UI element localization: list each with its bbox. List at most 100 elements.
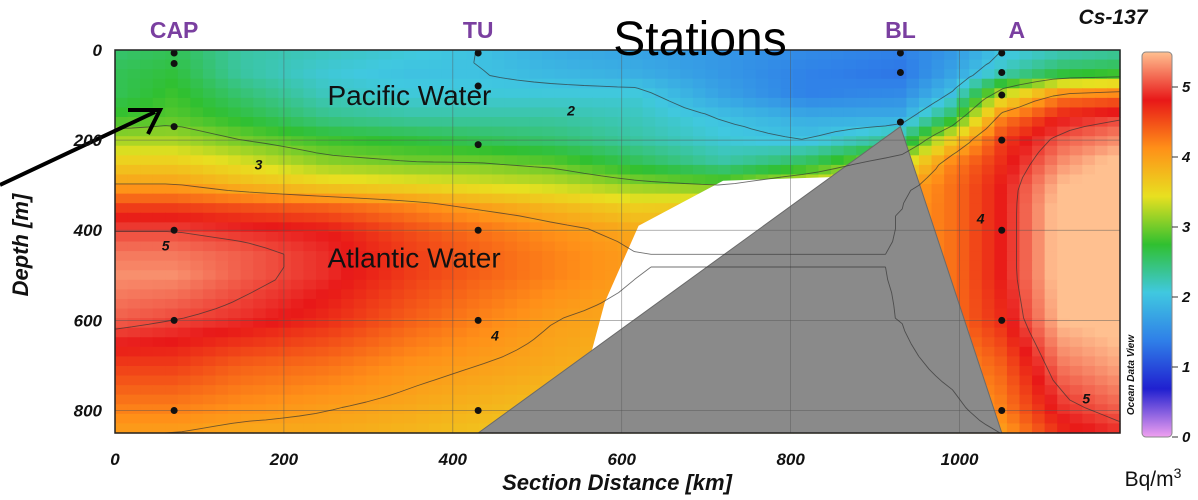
heat-cell xyxy=(1069,327,1083,338)
heat-cell xyxy=(793,50,807,61)
heat-cell xyxy=(278,50,292,61)
heat-cell xyxy=(994,78,1008,89)
heat-cell xyxy=(655,164,669,176)
heat-cell xyxy=(278,174,292,185)
heat-cell xyxy=(931,107,945,118)
heat-cell xyxy=(240,126,254,137)
heat-cell xyxy=(579,136,593,147)
heat-cell xyxy=(240,155,254,166)
heat-cell xyxy=(303,356,317,367)
heat-cell xyxy=(642,97,656,109)
heat-cell xyxy=(705,164,719,176)
heat-cell xyxy=(391,394,405,405)
heat-cell xyxy=(366,97,380,109)
heat-cell xyxy=(466,241,480,252)
heat-cell xyxy=(152,88,166,99)
heat-cell xyxy=(554,308,568,319)
heat-cell xyxy=(1082,184,1096,195)
heat-cell xyxy=(1107,136,1121,147)
heat-cell xyxy=(1082,50,1096,61)
heat-cell xyxy=(177,298,191,310)
heat-cell xyxy=(403,88,418,99)
heat-cell xyxy=(316,356,330,367)
heat-cell xyxy=(843,136,857,147)
heat-cell xyxy=(1069,385,1083,396)
heat-cell xyxy=(617,184,631,195)
heat-cell xyxy=(228,404,242,415)
heat-cell xyxy=(969,107,983,118)
heat-cell xyxy=(278,222,292,233)
heat-cell xyxy=(115,308,129,319)
heat-cell xyxy=(416,164,430,176)
heat-cell xyxy=(554,50,568,61)
heat-cell xyxy=(127,251,141,262)
heat-cell xyxy=(316,174,330,185)
heat-cell xyxy=(1107,404,1121,415)
heat-cell xyxy=(1082,327,1096,338)
heat-cell xyxy=(127,222,141,233)
heat-cell xyxy=(1032,193,1046,204)
heat-cell xyxy=(215,251,229,262)
heat-cell xyxy=(215,270,229,281)
heat-cell xyxy=(567,346,581,357)
heat-cell xyxy=(743,59,757,70)
heat-cell xyxy=(793,126,807,137)
heat-cell xyxy=(341,327,355,338)
heat-cell xyxy=(592,251,606,262)
heat-cell xyxy=(1094,193,1109,204)
heat-cell xyxy=(127,174,141,185)
heat-cell xyxy=(981,155,995,166)
heat-cell xyxy=(491,97,506,109)
heat-cell xyxy=(303,136,317,147)
heat-cell xyxy=(479,174,493,185)
heat-cell xyxy=(843,78,857,89)
heat-cell xyxy=(278,97,292,109)
heat-cell xyxy=(529,356,543,367)
heat-cell xyxy=(579,212,593,223)
heat-cell xyxy=(366,145,380,156)
heat-cell xyxy=(1019,260,1033,271)
heat-cell xyxy=(592,126,606,137)
heat-cell xyxy=(780,59,794,70)
heat-cell xyxy=(994,212,1008,223)
heat-cell xyxy=(391,356,405,367)
heat-cell xyxy=(856,69,870,80)
heat-cell xyxy=(1019,126,1033,137)
heat-cell xyxy=(1082,136,1096,147)
heat-cell xyxy=(403,423,418,434)
heat-cell xyxy=(466,231,480,243)
heat-cell xyxy=(341,155,355,166)
heat-cell xyxy=(416,203,430,214)
heat-cell xyxy=(152,126,166,137)
heat-cell xyxy=(504,394,518,405)
heat-cell xyxy=(366,231,380,243)
heat-cell xyxy=(718,78,732,89)
heat-cell xyxy=(228,356,242,367)
heat-cell xyxy=(919,50,933,61)
heat-cell xyxy=(856,50,870,61)
heat-cell xyxy=(378,356,392,367)
heat-cell xyxy=(1032,346,1046,357)
heat-cell xyxy=(944,193,958,204)
heat-cell xyxy=(441,413,455,425)
heat-cell xyxy=(579,308,593,319)
heat-cell xyxy=(265,318,279,329)
heat-cell xyxy=(906,126,920,137)
heat-cell xyxy=(1032,423,1046,434)
heat-cell xyxy=(529,126,543,137)
heat-cell xyxy=(215,289,229,300)
heat-cell xyxy=(378,318,392,329)
heat-cell xyxy=(994,394,1008,405)
heat-cell xyxy=(140,50,154,61)
heat-cell xyxy=(491,394,506,405)
heat-cell xyxy=(202,375,217,386)
heat-cell xyxy=(416,117,430,128)
heat-cell xyxy=(1057,394,1071,405)
contour-label: 2 xyxy=(566,102,575,118)
heat-cell xyxy=(1019,251,1033,262)
heat-cell xyxy=(429,145,443,156)
heat-cell xyxy=(316,145,330,156)
heat-cell xyxy=(1006,78,1021,89)
heat-cell xyxy=(1006,88,1021,99)
heat-cell xyxy=(127,423,141,434)
